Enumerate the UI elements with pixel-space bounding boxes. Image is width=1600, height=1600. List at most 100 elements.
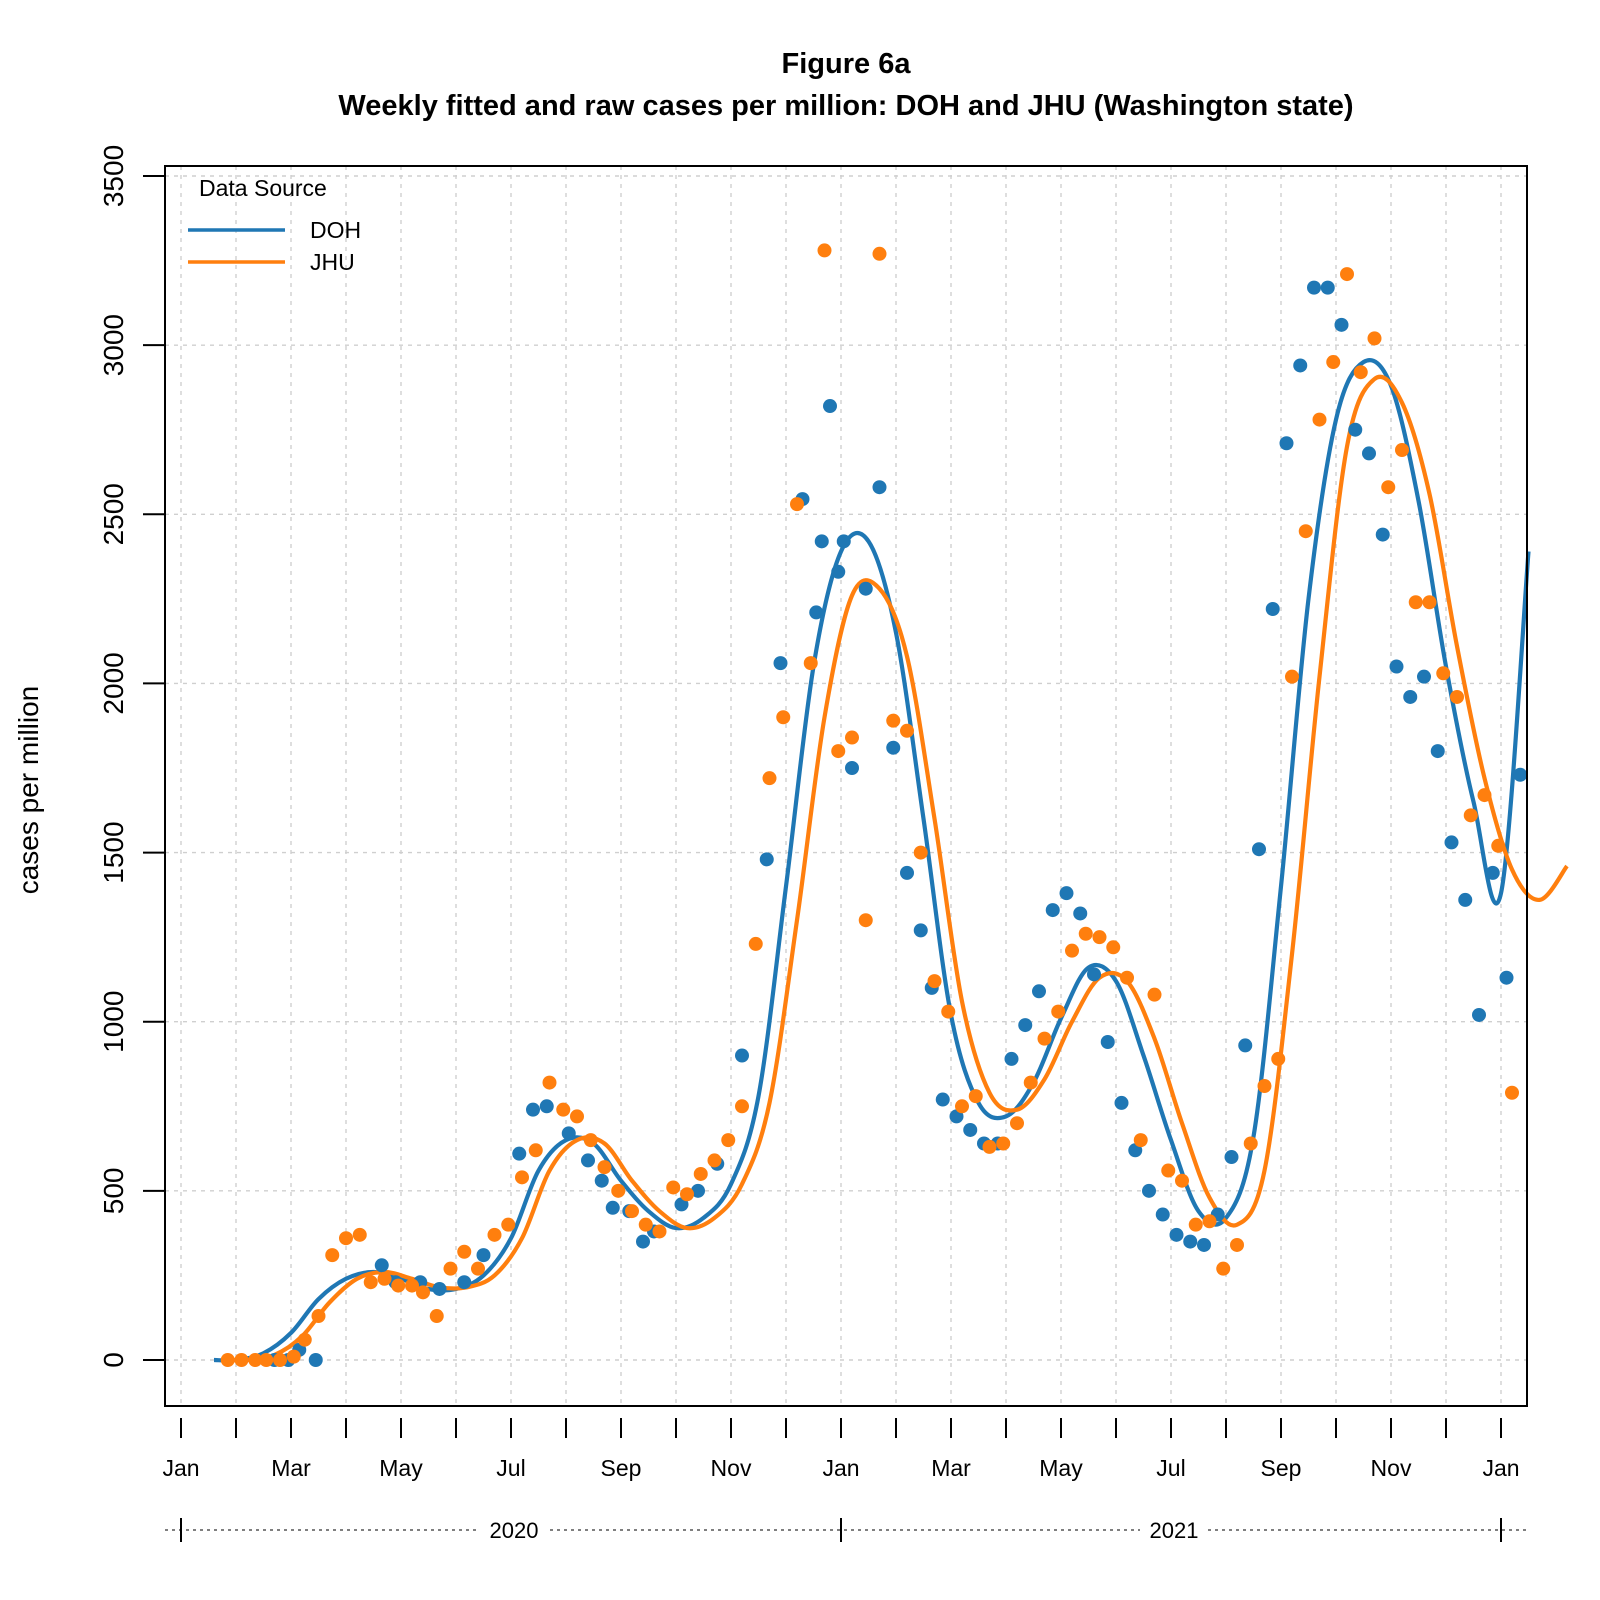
raw-point-jhu	[1216, 1261, 1231, 1276]
raw-point-jhu	[1450, 689, 1464, 704]
x-tick-label: Sep	[1261, 1455, 1302, 1481]
raw-point-jhu	[286, 1349, 301, 1364]
raw-point-jhu	[1078, 926, 1093, 941]
raw-point-jhu	[416, 1285, 430, 1300]
raw-point-jhu	[570, 1109, 584, 1124]
raw-point-doh	[836, 534, 851, 549]
raw-point-doh	[526, 1102, 540, 1117]
raw-point-jhu	[405, 1278, 419, 1293]
raw-point-jhu	[1037, 1031, 1052, 1046]
raw-point-jhu	[858, 913, 873, 928]
raw-point-jhu	[1408, 595, 1423, 610]
raw-point-jhu	[762, 771, 777, 786]
raw-point-jhu	[1023, 1075, 1038, 1090]
raw-point-jhu	[790, 497, 804, 512]
raw-point-doh	[1485, 865, 1500, 880]
fit-line-doh	[213, 358, 1531, 1363]
raw-point-doh	[1375, 527, 1390, 542]
raw-point-jhu	[817, 243, 832, 258]
raw-point-doh	[561, 1126, 576, 1141]
raw-point-doh	[691, 1183, 705, 1198]
raw-point-jhu	[311, 1309, 326, 1324]
raw-point-jhu	[982, 1139, 997, 1154]
legend-label-jhu: JHU	[310, 249, 355, 275]
raw-point-doh	[1018, 1018, 1033, 1033]
raw-point-doh	[1403, 689, 1418, 704]
raw-point-jhu	[611, 1183, 626, 1198]
raw-point-doh	[1197, 1237, 1211, 1252]
raw-point-doh	[1073, 906, 1088, 921]
x-tick-label: Jul	[1156, 1455, 1185, 1481]
raw-point-jhu	[913, 845, 928, 860]
raw-point-jhu	[721, 1133, 736, 1148]
raw-point-doh	[814, 534, 829, 549]
y-tick-label: 1000	[98, 991, 129, 1053]
raw-point-jhu	[776, 710, 791, 725]
y-tick-label: 1500	[98, 821, 129, 883]
raw-point-jhu	[680, 1187, 694, 1202]
raw-point-jhu	[297, 1332, 312, 1347]
x-tick-label: Jan	[822, 1455, 859, 1481]
raw-point-jhu	[273, 1353, 287, 1367]
raw-point-doh	[1279, 436, 1294, 451]
raw-point-doh	[1430, 744, 1445, 759]
raw-point-jhu	[1491, 838, 1506, 853]
raw-point-doh	[1499, 970, 1514, 985]
raw-point-doh	[1169, 1227, 1184, 1242]
raw-point-jhu	[900, 723, 914, 738]
raw-point-doh	[1348, 422, 1363, 437]
raw-point-jhu	[927, 974, 942, 989]
raw-point-jhu	[1051, 1004, 1066, 1019]
raw-point-jhu	[1422, 595, 1437, 610]
raw-point-jhu	[1312, 412, 1327, 427]
x-tick-label: Mar	[931, 1455, 971, 1481]
raw-point-doh	[1444, 835, 1459, 850]
raw-point-jhu	[325, 1248, 340, 1263]
raw-point-jhu	[1381, 480, 1396, 495]
x-tick-label: Jul	[496, 1455, 525, 1481]
raw-point-jhu	[1175, 1173, 1189, 1188]
y-axis: 0 500 1000 1500 2000 2500 3000 3500	[98, 145, 165, 1368]
raw-point-jhu	[1367, 331, 1382, 346]
raw-point-doh	[858, 581, 873, 596]
raw-point-jhu	[1271, 1051, 1286, 1066]
year-label-bg	[480, 1518, 548, 1542]
y-tick-label: 3500	[98, 145, 129, 207]
raw-point-doh	[1045, 903, 1060, 918]
raw-point-doh	[963, 1122, 978, 1137]
raw-point-jhu	[259, 1353, 274, 1367]
raw-point-jhu	[1147, 987, 1162, 1002]
chart-subtitle: Weekly fitted and raw cases per million:…	[338, 90, 1353, 122]
raw-point-doh	[1087, 967, 1101, 982]
raw-point-jhu	[652, 1224, 667, 1239]
raw-point-jhu	[886, 713, 901, 728]
raw-point-jhu	[1106, 940, 1121, 955]
raw-point-jhu	[1505, 1085, 1519, 1100]
raw-point-jhu	[1133, 1133, 1148, 1148]
y-tick-label: 2500	[98, 483, 129, 545]
raw-point-jhu	[1285, 669, 1299, 684]
raw-point-jhu	[352, 1227, 367, 1242]
raw-point-jhu	[1202, 1214, 1217, 1229]
raw-point-jhu	[377, 1271, 392, 1286]
raw-point-doh	[913, 923, 928, 938]
x-tick-label: May	[1039, 1455, 1083, 1481]
fit-line-jhu	[227, 374, 1569, 1363]
x-tick-label: Sep	[601, 1455, 642, 1481]
raw-point-jhu	[1326, 355, 1341, 370]
grid	[165, 166, 1527, 1406]
x-tick-label: May	[379, 1455, 423, 1481]
raw-point-jhu	[1065, 943, 1079, 958]
x-tick-label: Jan	[162, 1455, 199, 1481]
raw-point-doh	[594, 1173, 609, 1188]
raw-point-jhu	[248, 1353, 263, 1367]
raw-point-jhu	[528, 1143, 543, 1158]
raw-point-doh	[1183, 1234, 1198, 1249]
raw-point-doh	[886, 740, 901, 755]
raw-point-doh	[935, 1092, 950, 1107]
raw-point-doh	[831, 564, 846, 579]
raw-point-doh	[845, 761, 859, 775]
raw-point-jhu	[583, 1133, 598, 1148]
raw-point-jhu	[457, 1244, 472, 1259]
raw-point-jhu	[1463, 808, 1478, 823]
